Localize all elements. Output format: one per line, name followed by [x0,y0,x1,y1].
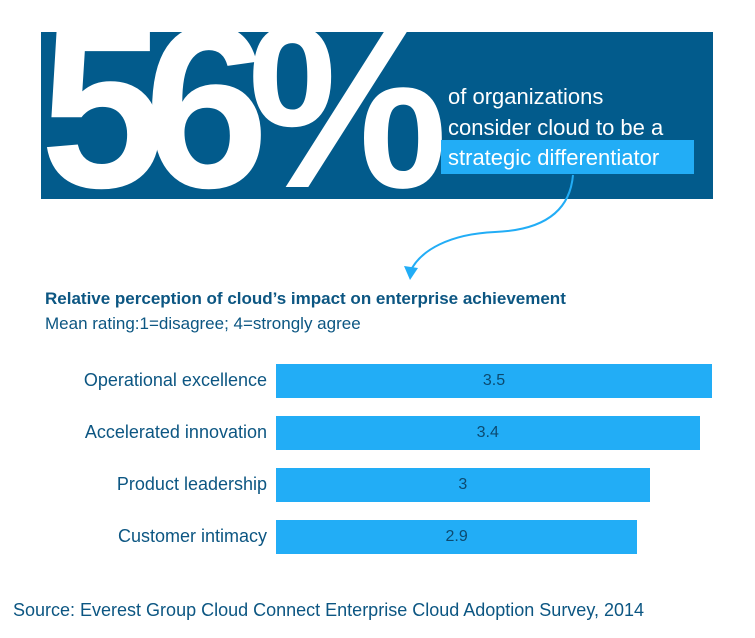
chart-title: Relative perception of cloud’s impact on… [45,289,566,308]
stat-value: 56% [40,0,448,237]
category-label: Accelerated innovation [84,422,267,442]
highlight-box [441,140,694,174]
stat-caption-line2: consider cloud to be a [448,115,664,140]
bar-value-label: 2.9 [445,528,468,545]
category-label: Customer intimacy [117,526,267,546]
bar [276,364,712,398]
stat-caption-highlight: strategic differentiator [448,145,660,170]
category-label: Operational excellence [83,370,267,390]
bar-value-label: 3 [458,476,468,493]
bar-value-label: 3.4 [476,424,499,441]
stat-caption-line1: of organizations [448,84,604,109]
bar [276,520,638,554]
chart-subtitle: Mean rating:1=disagree; 4=strongly agree [45,314,361,333]
category-label: Product leadership [116,474,267,494]
bar [276,468,650,502]
bar-value-label: 3.5 [482,372,506,389]
source-note: Source: Everest Group Cloud Connect Ente… [13,600,645,620]
bar [276,416,700,450]
